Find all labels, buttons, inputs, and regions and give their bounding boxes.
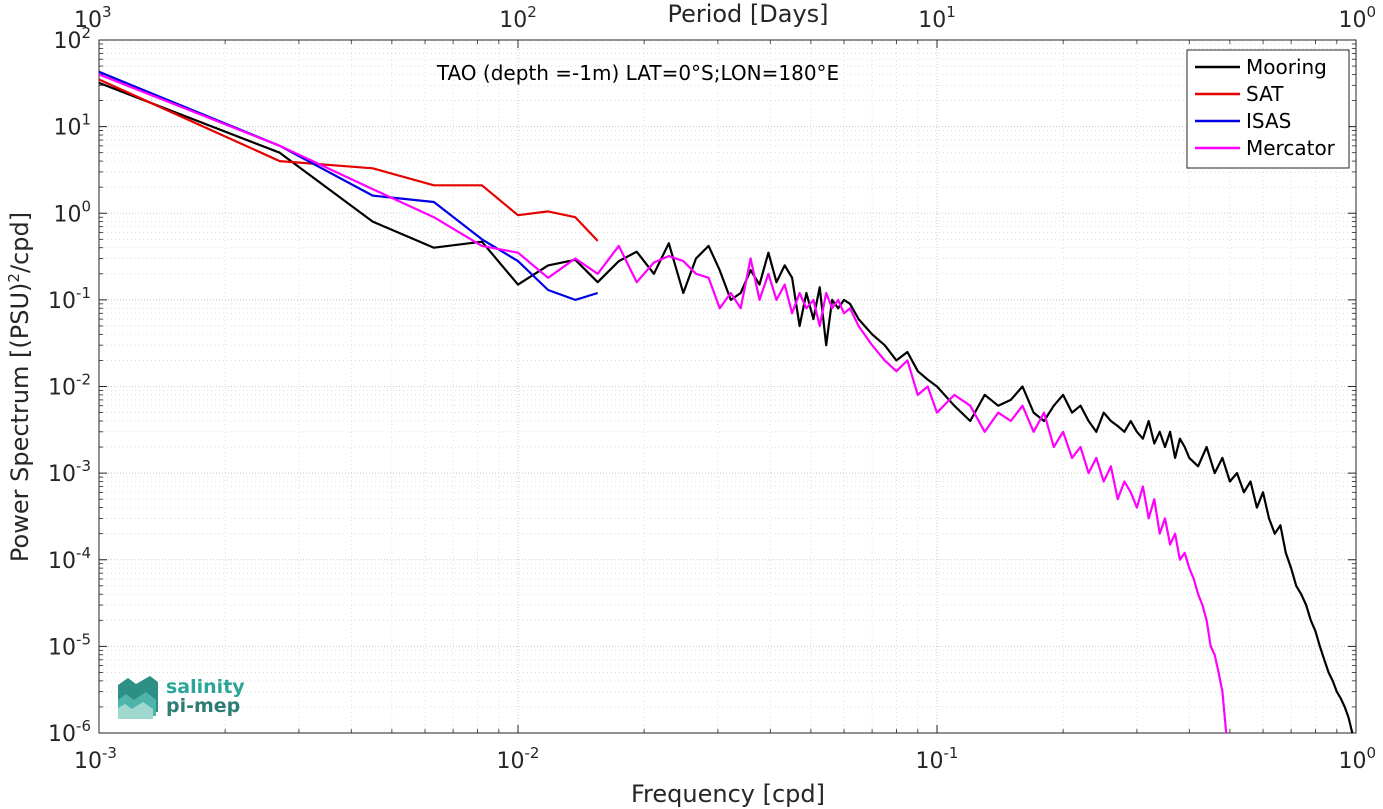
x-tick-label-base: 10 [1338,749,1366,774]
legend: Mooring SAT ISAS Mercator [1186,49,1350,169]
y-axis-title-sup: 2 [5,273,23,283]
x-tick-label-base: 10 [916,749,944,774]
y-tick-label-exp: -1 [76,284,91,302]
y-axis-title: Power Spectrum [(PSU)2/cpd] [5,212,34,562]
y-tick-label: 10-2 [48,371,91,401]
y-tick-label-exp: 0 [81,197,91,215]
series-line-mercator [98,73,1228,734]
y-tick-label: 10-6 [48,717,91,747]
y-tick-label-base: 10 [53,116,81,141]
x-tick-label-exp: -2 [525,744,540,762]
y-tick-label-base: 10 [53,29,81,54]
x-tick-label: 10-3 [74,744,117,774]
y-tick-label-exp: -6 [76,717,91,735]
top-tick-label: 101 [918,3,956,33]
y-tick-label-base: 10 [53,202,81,227]
series-layer [98,70,1354,734]
logo-text-salinity: salinity [166,676,245,698]
x-tick-label-base: 10 [497,749,525,774]
y-tick-label-exp: 1 [81,111,91,129]
top-tick-label-exp: 3 [102,3,112,21]
y-tick-label-exp: -5 [76,630,91,648]
minor-grid [99,40,1356,733]
y-tick-label-exp: 2 [81,24,91,42]
y-tick-label-base: 10 [48,289,76,314]
x-tick-label: 100 [1338,744,1376,774]
x-tick-label-exp: -1 [944,744,959,762]
top-tick-label-exp: 1 [946,3,956,21]
x-tick-label: 10-1 [916,744,959,774]
x-tick-label: 10-2 [497,744,540,774]
logo-text-pimep: pi-mep [166,695,240,717]
top-tick-label: 103 [74,3,112,33]
y-tick-label-exp: -3 [76,457,91,475]
x-tick-label-exp: -3 [102,744,117,762]
legend-label-sat: SAT [1246,82,1284,106]
y-tick-label: 10-4 [48,544,91,574]
legend-label-isas: ISAS [1246,109,1291,133]
top-tick-label-exp: 0 [1366,3,1376,21]
y-tick-label-exp: -2 [76,371,91,389]
x-tick-label-base: 10 [74,749,102,774]
top-axis-title: Period [Days] [667,0,828,28]
legend-label-mooring: Mooring [1246,55,1327,79]
y-tick-label: 102 [53,24,91,54]
salinity-pi-mep-logo: salinity pi-mep [118,676,245,719]
top-tick-label-base: 10 [499,8,527,33]
y-tick-label: 10-3 [48,457,91,487]
top-tick-label: 100 [1338,3,1376,33]
series-line-mooring [98,81,1354,734]
y-tick-label-base: 10 [48,635,76,660]
y-tick-label-base: 10 [48,376,76,401]
top-tick-label: 102 [499,3,537,33]
y-tick-label-base: 10 [48,722,76,747]
y-tick-label-base: 10 [48,549,76,574]
y-tick-label-exp: -4 [76,544,91,562]
top-tick-label-base: 10 [918,8,946,33]
chart-title: TAO (depth =-1m) LAT=0°S;LON=180°E [436,61,839,85]
y-tick-label: 100 [53,197,91,227]
y-axis-title-main: Power Spectrum [(PSU) [6,283,34,562]
top-tick-label-base: 10 [1338,8,1366,33]
logo-mark-icon [118,676,158,719]
axis-ticks [98,39,1357,734]
legend-label-mercator: Mercator [1246,136,1336,160]
series-line-isas [98,70,599,301]
top-tick-label-exp: 2 [527,3,537,21]
y-tick-label-base: 10 [48,462,76,487]
x-axis-title: Frequency [cpd] [631,780,825,808]
y-axis-title-tail: /cpd] [6,212,34,273]
y-tick-label: 101 [53,111,91,141]
y-tick-label: 10-5 [48,630,91,660]
x-tick-label-exp: 0 [1366,744,1376,762]
top-tick-label-base: 10 [74,8,102,33]
y-tick-label: 10-1 [48,284,91,314]
